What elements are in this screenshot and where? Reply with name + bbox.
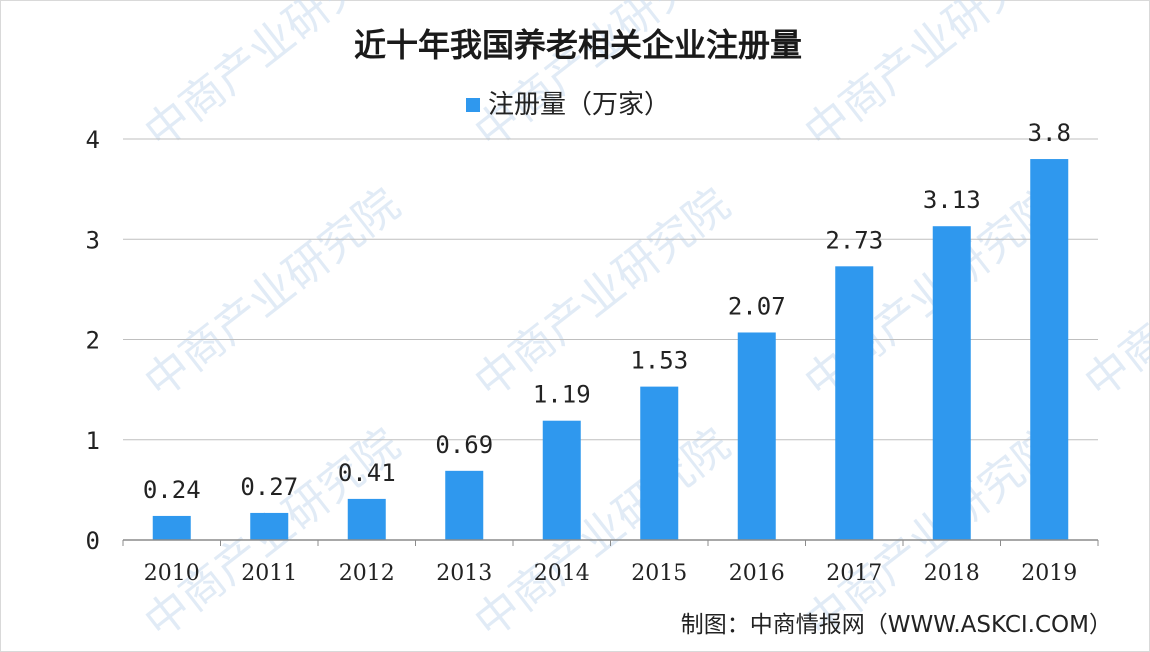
bar-2014 (542, 420, 581, 540)
legend-label: 注册量（万家） (488, 90, 670, 120)
data-label-2010: 0.24 (143, 476, 201, 504)
data-label-2019: 3.8 (1028, 119, 1071, 147)
bar-2016 (737, 332, 776, 540)
source-note: 制图：中商情报网（WWW.ASKCI.COM） (681, 612, 1112, 638)
bar-2013 (445, 470, 484, 540)
x-tick-label-2018: 2018 (924, 561, 980, 586)
data-label-2017: 2.73 (825, 226, 883, 254)
x-tick-label-2011: 2011 (241, 561, 297, 586)
y-tick-label: 0 (86, 527, 100, 555)
y-tick-label: 2 (86, 327, 100, 355)
bar-2011 (250, 512, 289, 540)
legend: 注册量（万家） (466, 90, 670, 120)
watermark-text: 中商产业研究院 (135, 179, 409, 409)
data-label-2013: 0.69 (435, 431, 493, 459)
x-tick-label-2015: 2015 (631, 561, 687, 586)
x-tick-label-2017: 2017 (826, 561, 882, 586)
y-tick-label: 1 (86, 427, 100, 455)
x-tick-label-2014: 2014 (534, 561, 590, 586)
bars (152, 159, 1069, 541)
watermark-text: 中商产业研究院 (1075, 179, 1150, 409)
data-label-2015: 1.53 (630, 347, 688, 375)
x-axis-ticks: 2010 2011 2012 2013 2014 2015 2016 2017 2018 2019 (122, 540, 1099, 586)
y-axis-ticks: 0 1 2 3 4 (86, 126, 100, 555)
chart-title: 近十年我国养老相关企业注册量 (354, 26, 802, 64)
x-tick-label-2019: 2019 (1021, 561, 1077, 586)
data-label-2011: 0.27 (240, 473, 298, 501)
bar-2015 (640, 386, 679, 540)
bar-2018 (932, 226, 971, 540)
data-label-2018: 3.13 (923, 186, 981, 214)
bar-2019 (1030, 159, 1069, 541)
bar-2017 (835, 266, 874, 540)
data-label-2014: 1.19 (533, 381, 591, 409)
bar-2010 (152, 515, 191, 540)
data-label-2016: 2.07 (728, 292, 786, 320)
bar-2012 (347, 498, 386, 540)
watermark-text: 中商产业研究院 (465, 0, 739, 159)
x-tick-label-2012: 2012 (339, 561, 395, 586)
y-tick-label: 3 (86, 226, 100, 254)
watermark-text: 中商产业研究院 (135, 0, 409, 159)
data-labels: 0.24 0.27 0.41 0.69 1.19 1.53 2.07 2.73 3.13 3.8 (143, 119, 1071, 504)
watermark-text: 中商产业研究院 (465, 179, 739, 409)
x-tick-label-2010: 2010 (144, 561, 200, 586)
y-tick-label: 4 (86, 126, 100, 154)
x-tick-label-2013: 2013 (436, 561, 492, 586)
data-label-2012: 0.41 (338, 459, 396, 487)
legend-swatch (466, 98, 480, 112)
x-tick-label-2016: 2016 (729, 561, 785, 586)
